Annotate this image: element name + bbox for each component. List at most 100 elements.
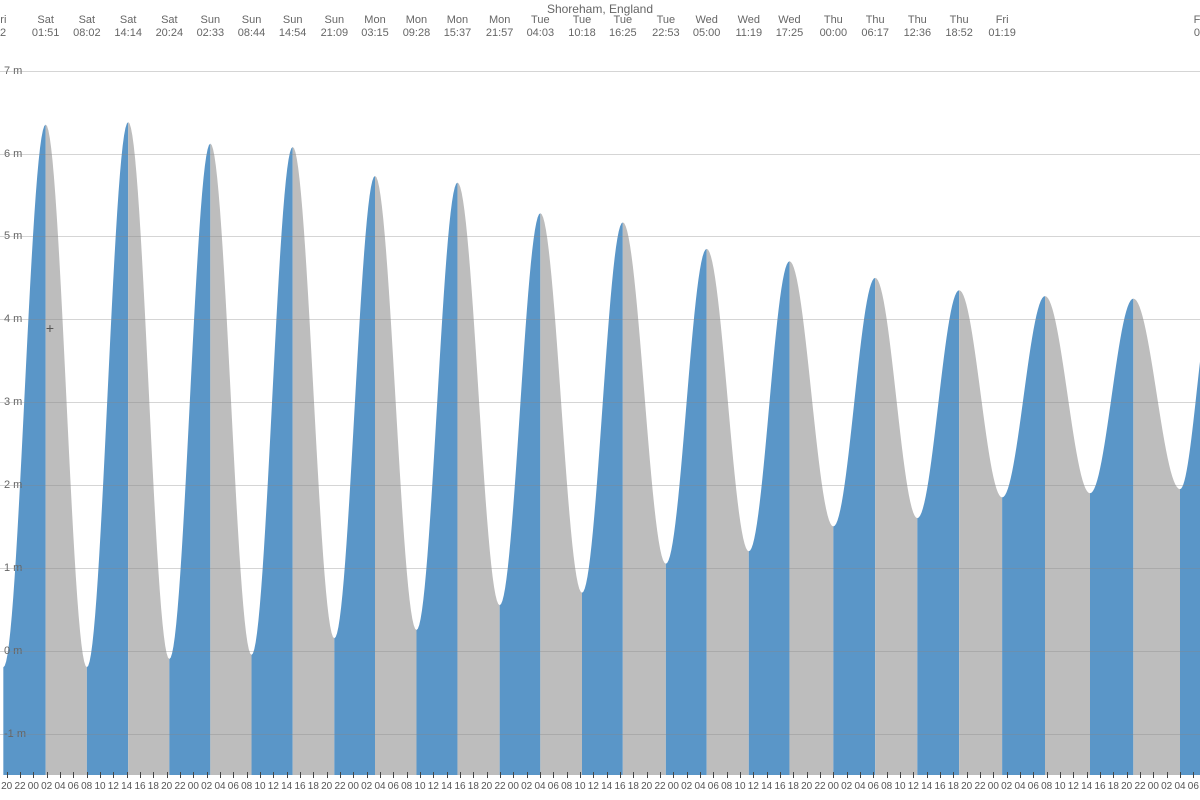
x-tick (1193, 772, 1194, 778)
x-tick-label: 22 (14, 781, 25, 792)
x-tick (607, 772, 608, 778)
x-tick (247, 772, 248, 778)
tide-rising-lobe (87, 122, 128, 775)
x-tick-label: 08 (81, 781, 92, 792)
x-tick-label: 02 (1001, 781, 1012, 792)
x-tick (1167, 772, 1168, 778)
x-tick (380, 772, 381, 778)
x-tick (1020, 772, 1021, 778)
x-tick-label: 20 (1, 781, 12, 792)
x-tick-label: 04 (54, 781, 65, 792)
x-tick (913, 772, 914, 778)
x-tick-label: 06 (1188, 781, 1199, 792)
x-tick-label: 12 (748, 781, 759, 792)
gridline (0, 485, 1200, 486)
x-tick (153, 772, 154, 778)
x-tick-label: 20 (481, 781, 492, 792)
gridline (0, 734, 1200, 735)
x-tick (87, 772, 88, 778)
x-tick-label: 18 (468, 781, 479, 792)
tide-rising-lobe (3, 125, 45, 775)
gridline (0, 154, 1200, 155)
x-tick-label: 22 (494, 781, 505, 792)
tide-rising-lobe (1002, 296, 1045, 775)
x-tick-label: 08 (721, 781, 732, 792)
x-tick-label: 16 (294, 781, 305, 792)
tide-rising-lobe (917, 290, 959, 775)
x-tick-label: 16 (1094, 781, 1105, 792)
x-tick (713, 772, 714, 778)
x-tick-label: 02 (521, 781, 532, 792)
x-tick (407, 772, 408, 778)
x-tick-label: 10 (894, 781, 905, 792)
x-tick (220, 772, 221, 778)
x-tick (1180, 772, 1181, 778)
tide-falling-lobe (46, 125, 87, 775)
x-tick-label: 16 (774, 781, 785, 792)
x-tick-label: 00 (28, 781, 39, 792)
x-tick (433, 772, 434, 778)
x-tick (447, 772, 448, 778)
crosshair-marker: + (46, 320, 54, 336)
x-tick (1127, 772, 1128, 778)
x-tick-label: 20 (961, 781, 972, 792)
tide-falling-lobe (623, 222, 666, 775)
x-tick (260, 772, 261, 778)
tide-rising-lobe (582, 222, 623, 775)
x-tick (127, 772, 128, 778)
x-tick-label: 08 (1041, 781, 1052, 792)
x-tick-label: 02 (41, 781, 52, 792)
x-tick-label: 12 (908, 781, 919, 792)
x-tick-label: 16 (614, 781, 625, 792)
tide-rising-lobe (500, 213, 541, 775)
x-tick (660, 772, 661, 778)
tide-falling-lobe (1045, 296, 1090, 775)
x-tick (900, 772, 901, 778)
x-tick (513, 772, 514, 778)
x-tick (967, 772, 968, 778)
x-tick (233, 772, 234, 778)
x-tick (767, 772, 768, 778)
x-tick-label: 12 (588, 781, 599, 792)
x-tick (500, 772, 501, 778)
x-tick (1007, 772, 1008, 778)
x-tick-label: 14 (921, 781, 932, 792)
tide-falling-lobe (540, 213, 582, 775)
x-tick-label: 10 (94, 781, 105, 792)
x-tick-label: 16 (934, 781, 945, 792)
x-tick (353, 772, 354, 778)
x-tick (793, 772, 794, 778)
x-tick-label: 06 (868, 781, 879, 792)
x-tick-label: 14 (601, 781, 612, 792)
tide-rising-lobe (833, 278, 875, 775)
tide-rising-lobe (1090, 299, 1133, 775)
x-tick (647, 772, 648, 778)
x-tick-label: 18 (1108, 781, 1119, 792)
x-tick-label: 14 (281, 781, 292, 792)
x-tick-label: 06 (548, 781, 559, 792)
x-tick-label: 00 (348, 781, 359, 792)
x-tick-label: 04 (1014, 781, 1025, 792)
x-tick (180, 772, 181, 778)
x-tick (807, 772, 808, 778)
x-tick (487, 772, 488, 778)
x-tick-label: 14 (121, 781, 132, 792)
x-tick-label: 22 (174, 781, 185, 792)
x-tick (620, 772, 621, 778)
x-tick (673, 772, 674, 778)
x-tick (340, 772, 341, 778)
tide-falling-lobe (789, 261, 833, 775)
x-tick (740, 772, 741, 778)
x-tick (940, 772, 941, 778)
x-tick-label: 08 (561, 781, 572, 792)
x-tick (1100, 772, 1101, 778)
x-tick-label: 20 (321, 781, 332, 792)
x-tick (847, 772, 848, 778)
x-tick (367, 772, 368, 778)
x-tick (193, 772, 194, 778)
x-tick-label: 16 (134, 781, 145, 792)
tide-falling-lobe (457, 183, 499, 775)
x-tick (527, 772, 528, 778)
x-tick (953, 772, 954, 778)
x-tick-label: 02 (841, 781, 852, 792)
